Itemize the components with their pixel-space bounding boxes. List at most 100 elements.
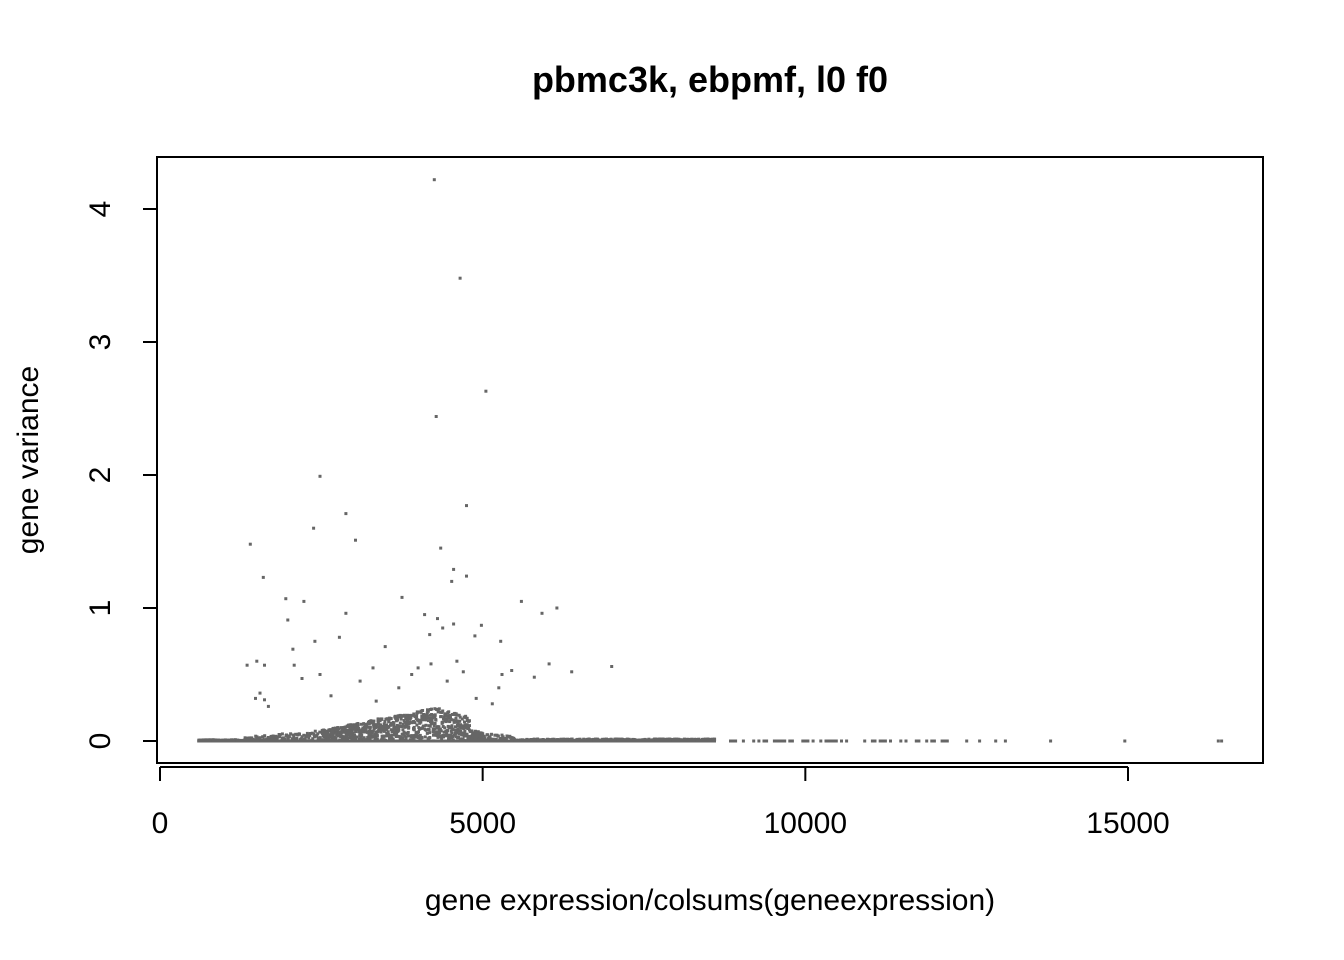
- data-point: [1049, 739, 1053, 743]
- data-point: [276, 735, 280, 739]
- data-point: [500, 673, 504, 676]
- data-point: [474, 696, 478, 700]
- data-point: [395, 731, 399, 735]
- y-tick-label: 4: [84, 201, 117, 218]
- data-point: [470, 729, 474, 733]
- data-point: [436, 709, 440, 712]
- data-point: [307, 736, 311, 740]
- data-point: [383, 723, 387, 727]
- data-point: [347, 733, 351, 737]
- data-point: [417, 730, 420, 734]
- data-point: [365, 730, 369, 734]
- data-point: [378, 725, 382, 729]
- data-point: [324, 736, 328, 740]
- data-point: [429, 662, 433, 666]
- data-point: [457, 732, 461, 736]
- data-point: [452, 622, 456, 626]
- data-point: [443, 726, 447, 730]
- data-point: [465, 723, 469, 727]
- data-point: [450, 731, 454, 735]
- data-point: [428, 713, 432, 717]
- y-axis: 0 1 2 3 4: [84, 201, 158, 749]
- data-point: [367, 733, 371, 737]
- data-point: [367, 722, 371, 726]
- data-point: [617, 737, 620, 741]
- data-point: [315, 734, 319, 738]
- data-point: [292, 663, 296, 667]
- data-point: [299, 737, 303, 741]
- y-axis-label: gene variance: [12, 366, 45, 554]
- data-point: [445, 679, 449, 683]
- data-point: [397, 726, 401, 730]
- data-point: [940, 739, 944, 743]
- data-point: [424, 723, 428, 727]
- data-point: [425, 713, 429, 717]
- data-point: [904, 739, 908, 743]
- data-point: [404, 717, 408, 721]
- data-point: [318, 730, 322, 734]
- chart-title: pbmc3k, ebpmf, l0 f0: [532, 59, 888, 100]
- data-point: [266, 736, 270, 739]
- data-point: [757, 739, 761, 743]
- data-point: [432, 733, 435, 737]
- data-point: [300, 735, 304, 739]
- y-tick-label: 1: [84, 600, 117, 617]
- data-point: [408, 720, 411, 724]
- data-point: [829, 739, 833, 743]
- data-point: [373, 733, 377, 736]
- data-point: [442, 715, 446, 719]
- data-point: [482, 734, 486, 738]
- data-point: [734, 739, 738, 743]
- data-point: [353, 733, 357, 737]
- data-point: [452, 720, 456, 724]
- data-point: [356, 723, 360, 727]
- data-point: [437, 725, 441, 729]
- data-point: [406, 730, 410, 734]
- data-point: [334, 736, 338, 740]
- data-point: [258, 691, 262, 695]
- data-point: [417, 718, 421, 722]
- data-point: [367, 720, 371, 723]
- data-point: [412, 728, 416, 732]
- data-point: [318, 474, 322, 478]
- data-point: [445, 729, 449, 733]
- data-point: [806, 739, 810, 743]
- data-point: [433, 714, 437, 718]
- data-point: [489, 737, 493, 741]
- x-axis-label: gene expression/colsums(geneexpression): [425, 884, 995, 917]
- data-point: [788, 739, 792, 743]
- data-point: [340, 734, 344, 738]
- data-point: [439, 546, 443, 550]
- data-point: [463, 729, 467, 733]
- data-point: [312, 735, 316, 739]
- data-point: [411, 734, 414, 738]
- data-point: [463, 720, 466, 724]
- data-point: [481, 737, 485, 741]
- data-point: [409, 715, 413, 719]
- data-point: [463, 734, 466, 738]
- data-point: [468, 734, 472, 738]
- data-point: [436, 735, 440, 739]
- data-point: [437, 707, 441, 711]
- data-point: [433, 722, 437, 725]
- data-point: [350, 729, 354, 733]
- data-point: [460, 726, 464, 730]
- data-point: [965, 739, 969, 743]
- data-point: [398, 721, 402, 725]
- points-layer: [197, 178, 1224, 743]
- data-point: [418, 733, 422, 737]
- data-point: [762, 739, 766, 743]
- data-point: [863, 739, 867, 743]
- data-point: [713, 739, 716, 743]
- data-point: [445, 731, 449, 735]
- data-point: [416, 710, 420, 714]
- x-tick-label: 15000: [1086, 807, 1169, 840]
- data-point: [428, 736, 432, 739]
- data-point: [467, 726, 471, 730]
- data-point: [386, 731, 390, 735]
- data-point: [387, 733, 391, 737]
- data-point: [393, 730, 397, 734]
- data-point: [366, 725, 370, 729]
- data-point: [455, 731, 459, 735]
- data-point: [414, 735, 418, 739]
